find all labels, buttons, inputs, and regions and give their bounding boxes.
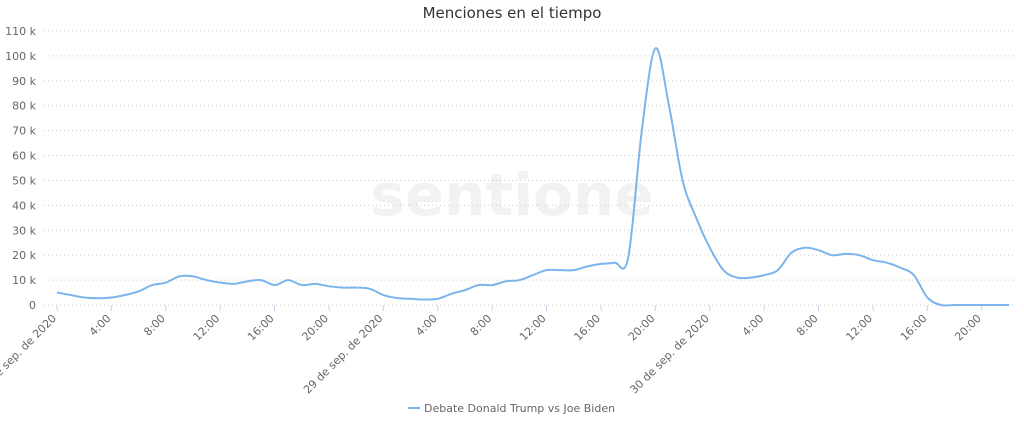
x-tick-label: 28 de sep. de 2020	[0, 312, 59, 396]
y-tick-label: 70 k	[12, 125, 36, 138]
x-tick-label: 4:00	[740, 312, 767, 339]
x-tick-label: 4:00	[87, 312, 114, 339]
series-line	[56, 47, 1009, 307]
x-tick-label: 20:00	[952, 312, 984, 344]
y-tick-label: 80 k	[12, 100, 36, 113]
x-tick-label: 8:00	[794, 312, 821, 339]
x-tick-label: 4:00	[413, 312, 440, 339]
x-tick-label: 20:00	[300, 312, 332, 344]
y-tick-label: 90 k	[12, 75, 36, 88]
x-tick-label: 12:00	[191, 312, 223, 344]
x-tick-label: 20:00	[626, 312, 658, 344]
x-tick-label: 8:00	[468, 312, 495, 339]
x-tick-label: 16:00	[898, 312, 930, 344]
x-tick-label: 12:00	[844, 312, 876, 344]
chart-title: Menciones en el tiempo	[423, 4, 602, 22]
x-tick-label: 8:00	[141, 312, 168, 339]
x-tick-label: 16:00	[572, 312, 604, 344]
y-tick-label: 10 k	[12, 274, 36, 287]
y-tick-label: 40 k	[12, 199, 36, 212]
y-tick-label: 110 k	[5, 25, 36, 38]
y-tick-label: 0	[29, 299, 36, 312]
y-tick-label: 20 k	[12, 249, 36, 262]
y-tick-label: 60 k	[12, 150, 36, 163]
y-tick-label: 100 k	[5, 50, 36, 63]
watermark: sentione	[370, 161, 653, 229]
y-tick-label: 50 k	[12, 174, 36, 187]
x-tick-label: 12:00	[517, 312, 549, 344]
x-tick-label: 16:00	[245, 312, 277, 344]
legend-label: Debate Donald Trump vs Joe Biden	[424, 402, 615, 415]
y-tick-label: 30 k	[12, 224, 36, 237]
